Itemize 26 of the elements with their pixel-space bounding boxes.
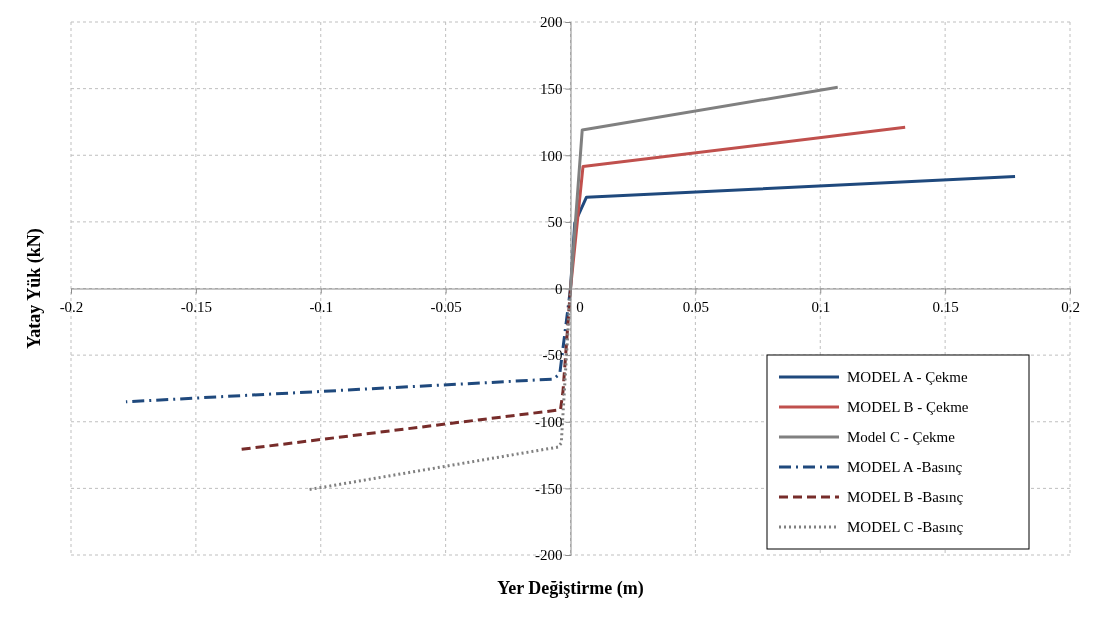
x-tick-label: -0.1 <box>309 298 334 315</box>
y-tick-label: -200 <box>535 547 563 564</box>
legend-label: MODEL A - Çekme <box>847 369 969 385</box>
x-tick-label: 0.05 <box>682 298 709 315</box>
x-axis-title: Yer Değiştirme (m) <box>497 578 644 599</box>
x-tick-label: 0.2 <box>1061 298 1080 315</box>
x-tick-label: 0 <box>576 298 584 315</box>
legend-label: MODEL C -Basınç <box>847 519 964 535</box>
x-tick-label: 0.1 <box>811 298 831 315</box>
y-tick-label: 50 <box>547 214 563 231</box>
y-axis-title: Yatay Yük (kN) <box>24 228 45 349</box>
x-tick-label: -0.15 <box>180 298 212 315</box>
y-tick-label: -150 <box>535 480 563 497</box>
y-tick-label: -100 <box>535 414 563 431</box>
legend-label: Model C - Çekme <box>847 429 956 445</box>
x-tick-label: -0.05 <box>430 298 462 315</box>
legend-label: MODEL B - Çekme <box>847 399 969 415</box>
y-tick-label: 100 <box>540 147 563 164</box>
x-tick-label: -0.2 <box>59 298 84 315</box>
x-tick-label: 0.15 <box>932 298 959 315</box>
legend-label: MODEL B -Basınç <box>847 489 964 505</box>
legend-label: MODEL A -Basınç <box>847 459 963 475</box>
y-tick-label: -50 <box>542 347 563 364</box>
y-tick-label: 150 <box>540 80 563 97</box>
y-tick-label: 200 <box>540 14 563 31</box>
y-tick-label: 0 <box>555 280 563 297</box>
